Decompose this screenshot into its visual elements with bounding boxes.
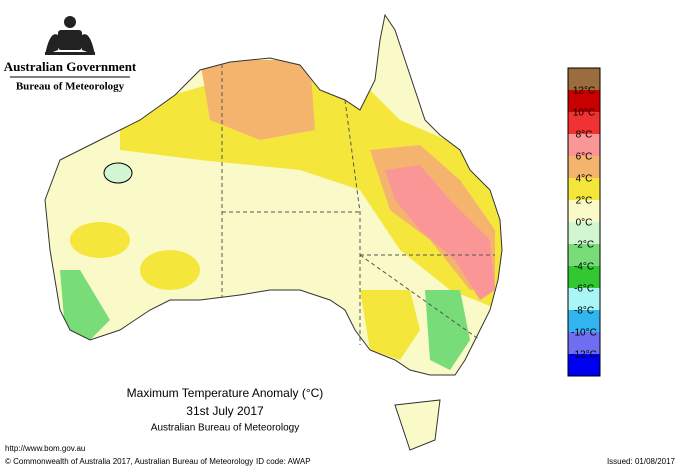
legend-label: 12°C bbox=[573, 86, 595, 97]
map-source: Australian Bureau of Meteorology bbox=[151, 423, 299, 434]
agency: Australian Government bbox=[4, 59, 137, 74]
legend-swatch bbox=[568, 288, 600, 310]
map-date: 31st July 2017 bbox=[186, 404, 264, 418]
legend-swatch bbox=[568, 178, 600, 200]
legend-label: -8°C bbox=[574, 306, 594, 317]
legend-label: -2°C bbox=[574, 240, 594, 251]
coastline bbox=[44, 13, 503, 376]
legend-label: 10°C bbox=[573, 108, 595, 119]
url: http://www.bom.gov.au bbox=[5, 444, 85, 453]
legend-swatch bbox=[568, 134, 600, 156]
legend-frame bbox=[567, 67, 601, 377]
legend-label: -4°C bbox=[574, 262, 594, 273]
legend-label: 0°C bbox=[576, 218, 593, 229]
legend-swatch bbox=[568, 310, 600, 332]
legend-swatch bbox=[568, 156, 600, 178]
tasmania bbox=[394, 399, 441, 451]
state-borders bbox=[221, 64, 495, 345]
legend-label: 4°C bbox=[576, 174, 593, 185]
legend-swatch bbox=[568, 266, 600, 288]
legend-label: 8°C bbox=[576, 130, 593, 141]
copyright: © Commonwealth of Australia 2017, Austra… bbox=[5, 457, 253, 466]
legend-swatch bbox=[568, 332, 600, 354]
issued: Issued: 01/08/2017 bbox=[607, 457, 676, 466]
legend-label: -10°C bbox=[571, 328, 597, 339]
legend-label: -6°C bbox=[574, 284, 594, 295]
id-code: ID code: AWAP bbox=[256, 457, 311, 466]
bureau: Bureau of Meteorology bbox=[16, 81, 125, 93]
legend-swatch bbox=[568, 200, 600, 222]
legend-swatch bbox=[568, 68, 600, 90]
legend-swatch bbox=[568, 244, 600, 266]
legend-label: -12°C bbox=[571, 350, 597, 361]
legend-swatch bbox=[568, 90, 600, 112]
map-title: Maximum Temperature Anomaly (°C) bbox=[127, 386, 324, 400]
legend-swatch bbox=[568, 354, 600, 376]
legend: 12°C 10°C 8°C 6°C 4°C 2°C 0°C -2°C -4°C -6°C -8°C -… bbox=[567, 67, 601, 377]
legend-swatch bbox=[568, 222, 600, 244]
coat-of-arms bbox=[45, 16, 95, 55]
legend-label: 2°C bbox=[576, 196, 593, 207]
legend-label: 6°C bbox=[576, 152, 593, 163]
legend-swatch bbox=[568, 112, 600, 134]
